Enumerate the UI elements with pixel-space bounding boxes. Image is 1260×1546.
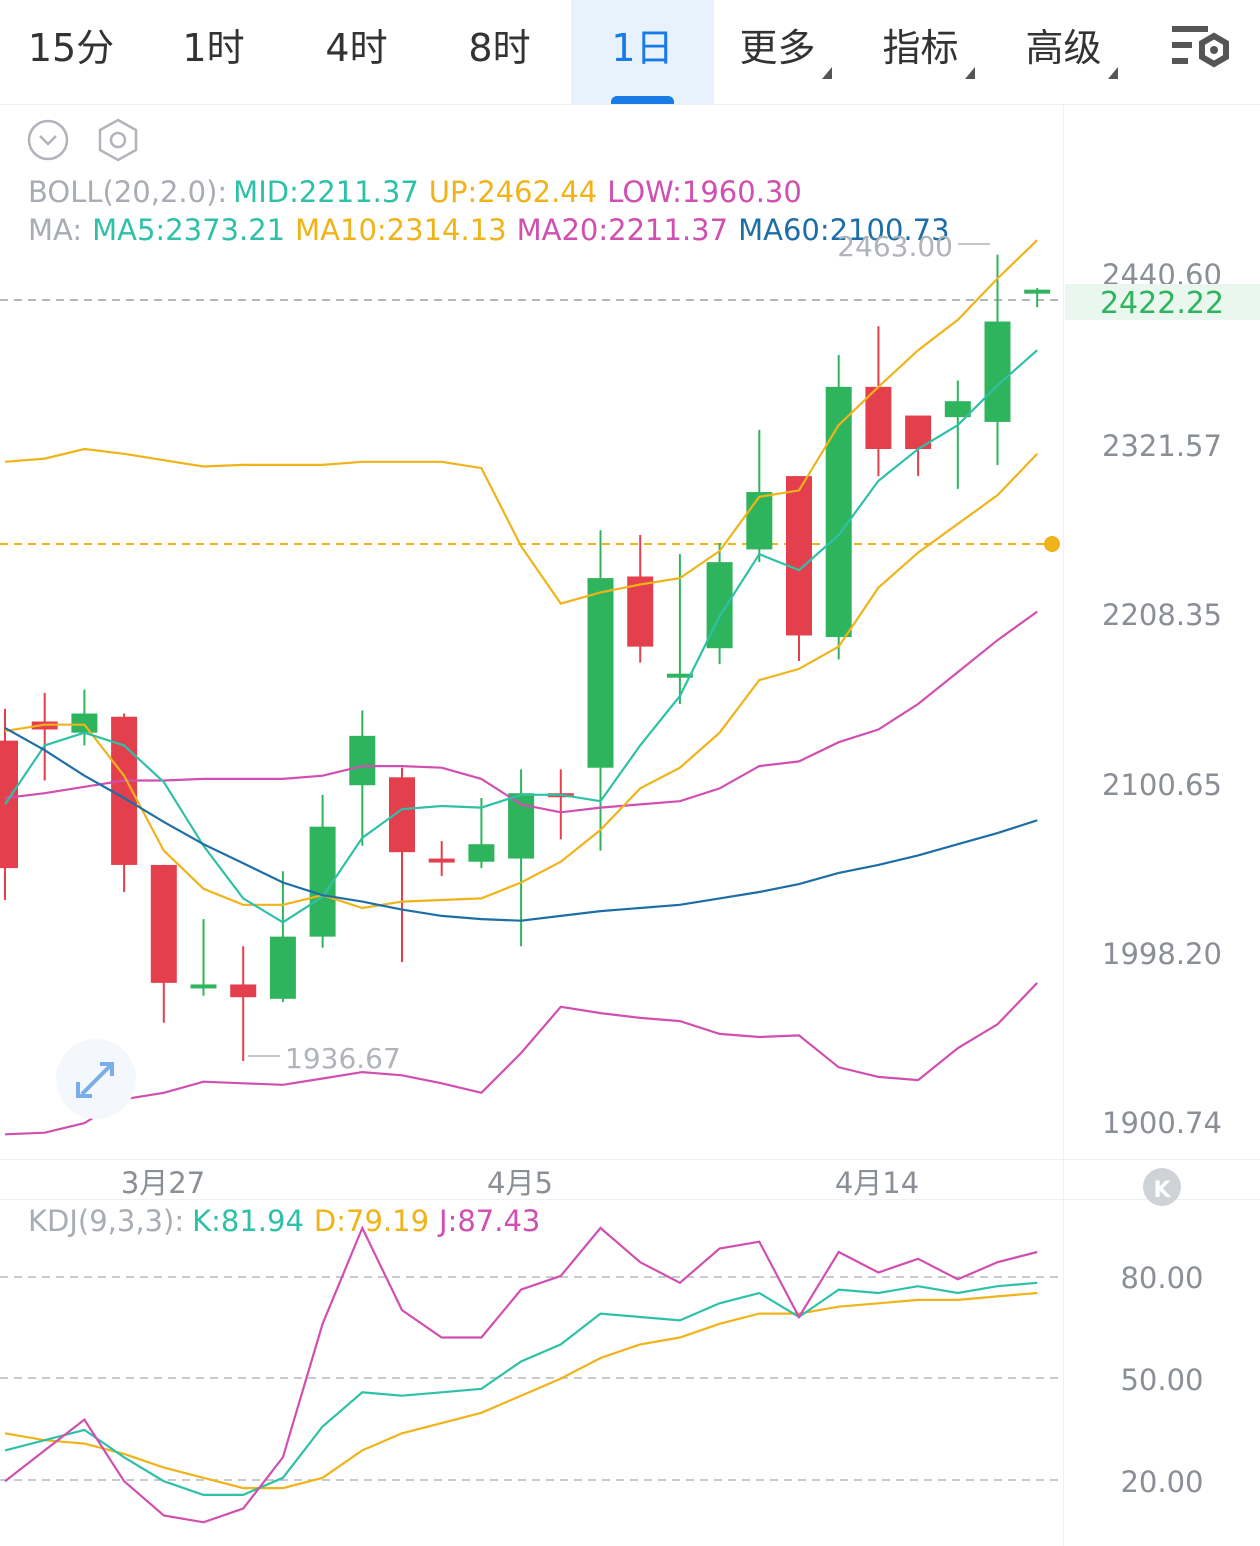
candle-body xyxy=(309,826,336,937)
candle-body xyxy=(230,984,257,998)
candle xyxy=(31,692,58,781)
hexagon-gear-icon[interactable] xyxy=(98,118,138,162)
candles xyxy=(0,254,1051,1061)
candle xyxy=(468,798,495,869)
candle xyxy=(190,919,217,996)
candle xyxy=(587,530,614,851)
current-price-badge xyxy=(1065,284,1260,320)
candle-body xyxy=(508,793,535,859)
tab-advanced[interactable]: 高级 xyxy=(1000,0,1143,104)
candle-body xyxy=(1024,289,1051,294)
collapse-icon[interactable] xyxy=(27,119,69,161)
tab-more[interactable]: 更多 xyxy=(714,0,857,104)
price-tick: 2100.65 xyxy=(1102,768,1222,802)
low-price-label: 1936.67 xyxy=(285,1042,401,1075)
candle-body xyxy=(666,673,693,678)
candle xyxy=(150,864,177,1023)
kdj-tick: 80.00 xyxy=(1120,1261,1203,1295)
candle xyxy=(984,254,1011,465)
tab-indicators[interactable]: 指标 xyxy=(857,0,1000,104)
candle-body xyxy=(71,713,98,733)
k-badge-icon[interactable]: K xyxy=(1143,1168,1181,1206)
svg-text:K: K xyxy=(1153,1178,1171,1203)
candle xyxy=(865,326,892,477)
candle xyxy=(944,380,971,489)
date-label: 3月27 xyxy=(121,1166,205,1200)
period-tab-bar: 15分 1时 4时 8时 1日 更多 指标 高级 xyxy=(0,0,1260,105)
kdj-k-line xyxy=(4,1281,1038,1497)
candle-body xyxy=(428,858,455,863)
candle-body xyxy=(0,740,18,869)
price-tick: 1900.74 xyxy=(1102,1106,1222,1140)
ma5-line xyxy=(4,349,1038,924)
kdj-j-line xyxy=(4,1225,1038,1524)
boll-mid-line xyxy=(4,610,1038,814)
price-tick: 2321.57 xyxy=(1102,429,1222,463)
low-marker: 1936.67 xyxy=(248,1042,401,1075)
tab-4hour[interactable]: 4时 xyxy=(325,26,388,70)
ma10-line xyxy=(4,453,1038,910)
candle xyxy=(309,794,336,948)
ma60-line xyxy=(4,726,1038,922)
candle-body xyxy=(587,578,614,768)
candle xyxy=(905,415,932,477)
tab-1day[interactable]: 1日 xyxy=(571,0,714,104)
candle xyxy=(428,841,455,877)
kdj-tick: 20.00 xyxy=(1120,1465,1203,1499)
candle-body xyxy=(269,936,296,999)
candle-body xyxy=(468,844,495,862)
candle xyxy=(269,871,296,1002)
date-label: 4月14 xyxy=(835,1166,919,1200)
candle xyxy=(349,710,376,846)
ma-legend: MA: MA5:2373.21 MA10:2314.13 MA20:2211.37 MA… xyxy=(28,213,950,247)
candle-body xyxy=(150,864,177,983)
ma-lines xyxy=(4,239,1038,1136)
kdj-lines xyxy=(4,1225,1038,1524)
candle xyxy=(71,689,98,746)
tab-8hour[interactable]: 8时 xyxy=(468,26,531,70)
candle-body xyxy=(190,984,217,989)
candle xyxy=(666,554,693,704)
candle-body xyxy=(627,576,654,647)
candle xyxy=(627,535,654,663)
date-label: 4月5 xyxy=(487,1166,553,1200)
candle-body xyxy=(944,401,971,418)
current-price-label: 2422.22 xyxy=(1100,286,1224,321)
candle-body xyxy=(349,735,376,786)
kdj-tick: 50.00 xyxy=(1120,1363,1203,1397)
candle-body xyxy=(786,476,812,636)
settings-sliders-icon[interactable] xyxy=(1170,20,1234,80)
boll-up-line xyxy=(4,239,1038,605)
kdj-legend: KDJ(9,3,3): K:81.94 D:79.19 J:87.43 xyxy=(28,1204,540,1238)
expand-icon[interactable] xyxy=(56,1039,136,1119)
tab-15min[interactable]: 15分 xyxy=(27,26,115,70)
boll-low-line xyxy=(4,982,1038,1136)
candle xyxy=(1024,288,1051,308)
candle-body xyxy=(865,386,892,450)
high-price-label: 2463.00 xyxy=(837,230,953,263)
candle xyxy=(230,946,257,1061)
price-tick: 2208.35 xyxy=(1102,598,1222,632)
dropdown-triangle-icon xyxy=(1107,67,1118,79)
boll-legend: BOLL(20,2.0): MID:2211.37 UP:2462.44 LOW:19… xyxy=(28,175,802,209)
candle xyxy=(786,476,812,661)
dropdown-triangle-icon xyxy=(821,67,832,79)
candle xyxy=(547,769,574,840)
tab-1hour[interactable]: 1时 xyxy=(182,26,245,70)
high-marker: 2463.00 xyxy=(837,230,990,263)
price-tick: 1998.20 xyxy=(1102,937,1222,971)
candle xyxy=(0,708,18,900)
dropdown-triangle-icon xyxy=(964,67,975,79)
candle-body xyxy=(746,492,773,550)
kdj-d-line xyxy=(4,1291,1038,1490)
candle-body xyxy=(825,386,852,638)
price-axis: 2440.60 2321.57 2208.35 2100.65 1998.20 … xyxy=(1065,258,1260,1140)
kline-chart[interactable]: BOLL(20,2.0): MID:2211.37 UP:2462.44 LOW:19… xyxy=(0,104,1260,1546)
candle xyxy=(825,354,852,660)
candle xyxy=(389,767,415,963)
alert-dot[interactable] xyxy=(1044,536,1060,552)
candle-body xyxy=(984,321,1011,422)
